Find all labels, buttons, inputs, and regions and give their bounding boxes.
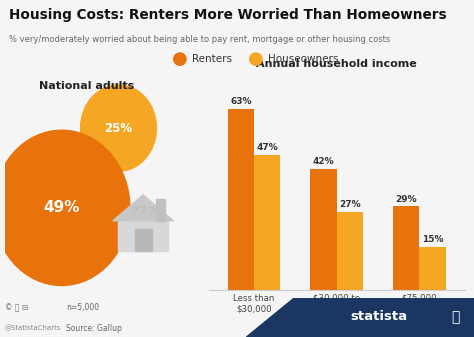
Text: % very/moderately worried about being able to pay rent, mortgage or other housin: % very/moderately worried about being ab… [9,35,391,44]
Text: 15%: 15% [421,235,443,244]
Text: 49%: 49% [43,201,80,215]
Text: 47%: 47% [256,143,278,152]
Circle shape [81,85,156,171]
Text: Source: Gallup: Source: Gallup [66,324,122,333]
Polygon shape [118,221,168,251]
Text: 25%: 25% [104,122,133,134]
Text: Houseowners: Houseowners [268,54,338,64]
Text: 42%: 42% [312,157,334,166]
Bar [392,207,419,290]
Bar [310,169,337,290]
Bar [254,155,281,290]
Bar [337,212,363,290]
Text: Renters: Renters [192,54,232,64]
Text: ●: ● [248,50,264,68]
Polygon shape [156,199,165,221]
Text: 29%: 29% [395,194,417,204]
Text: 63%: 63% [230,97,252,106]
Text: © ⓘ ⊟: © ⓘ ⊟ [5,303,28,312]
Text: National adults: National adults [39,81,134,91]
Text: 27%: 27% [339,200,361,209]
Text: Housing Costs: Renters More Worried Than Homeowners: Housing Costs: Renters More Worried Than… [9,8,447,23]
Text: @StatistaCharts: @StatistaCharts [5,325,61,332]
Text: n=5,000: n=5,000 [66,303,100,312]
Polygon shape [113,195,173,221]
Title: Annual household income: Annual household income [256,59,417,69]
Bar [228,109,254,290]
Circle shape [0,130,130,285]
Bar [419,247,446,290]
Polygon shape [246,298,474,337]
Text: ⟋: ⟋ [451,310,459,324]
Text: ●: ● [172,50,188,68]
Polygon shape [135,229,152,251]
Text: ???: ??? [130,206,156,221]
Text: statista: statista [351,310,408,323]
